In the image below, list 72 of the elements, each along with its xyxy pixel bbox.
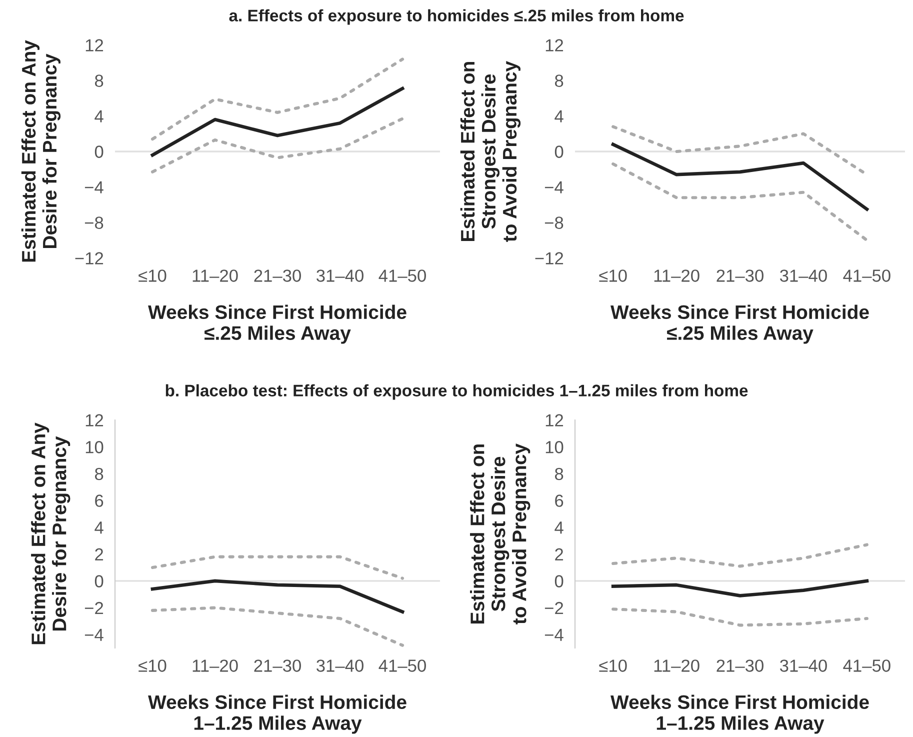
x-tick-label: 41–50: [843, 660, 890, 672]
y-axis-title: Estimated Effect on Any Desire for Pregnancy: [21, 40, 61, 262]
x-axis-title: Weeks Since First Homicide 1–1.25 Miles Away: [148, 694, 406, 734]
x-tick-label: ≤10: [138, 270, 166, 282]
y-tick-label: −8: [544, 216, 564, 229]
y-tick-label: 12: [86, 414, 104, 426]
y-tick-label: 0: [94, 575, 104, 588]
y-tick-label: −4: [84, 628, 104, 641]
x-tick-label: 21–30: [716, 270, 764, 282]
y-tick-label: 0: [554, 575, 564, 588]
line-series: [611, 579, 869, 598]
x-tick-label: 11–20: [192, 270, 238, 282]
line-series: [612, 162, 868, 242]
x-tick-label: 41–50: [378, 270, 426, 282]
line-series: [150, 58, 404, 141]
y-tick-label: 2: [95, 548, 104, 560]
y-tick-label: 4: [554, 110, 564, 122]
chart-title: a. Effects of exposure to homicides ≤.25 miles from home: [229, 9, 684, 25]
y-tick-label: 0: [554, 146, 564, 158]
x-tick-label: 41–50: [378, 660, 426, 672]
y-axis-title: Estimated Effect on Strongest Desire to Avoid Pregnancy: [460, 61, 521, 242]
x-tick-label: ≤10: [599, 270, 627, 282]
y-axis-title: Estimated Effect on Any Desire for Pregnancy: [31, 422, 70, 644]
y-tick-label: 2: [555, 548, 564, 560]
x-tick-label: 31–40: [316, 270, 364, 282]
y-tick-label: 10: [546, 440, 564, 454]
chart-title: b. Placebo test: Effects of exposure to homicides 1–1.25 miles from home: [166, 384, 748, 400]
x-tick-label: 11–20: [192, 660, 238, 672]
y-tick-label: 4: [94, 522, 104, 534]
line-series: [612, 543, 868, 568]
x-tick-label: 41–50: [843, 270, 890, 282]
y-tick-label: −2: [544, 602, 564, 614]
x-tick-label: 21–30: [254, 660, 301, 672]
y-tick-label: 8: [554, 74, 564, 87]
x-tick-label: ≤10: [138, 660, 166, 672]
line-series: [150, 579, 404, 614]
x-axis-title: Weeks Since First Homicide ≤.25 Miles Away: [610, 304, 869, 344]
y-tick-label: −4: [544, 628, 564, 641]
x-tick-label: 21–30: [716, 660, 764, 672]
y-tick-label: 12: [86, 39, 104, 52]
y-tick-label: 12: [546, 39, 564, 52]
y-tick-label: 4: [94, 110, 104, 122]
x-tick-label: 31–40: [780, 270, 827, 282]
x-tick-label: 31–40: [316, 660, 364, 672]
y-tick-label: 10: [86, 440, 104, 454]
line-series: [150, 606, 404, 647]
line-series: [611, 142, 869, 211]
y-tick-label: −8: [84, 216, 104, 229]
y-tick-label: 8: [94, 74, 104, 87]
y-tick-label: −4: [544, 181, 564, 194]
y-tick-label: 0: [94, 146, 104, 158]
x-tick-label: 11–20: [654, 270, 700, 282]
x-tick-label: 21–30: [254, 270, 301, 282]
y-tick-label: −12: [75, 252, 104, 264]
x-tick-label: 11–20: [654, 660, 700, 672]
line-series: [150, 117, 404, 174]
y-tick-label: 6: [95, 494, 104, 507]
y-tick-label: 8: [554, 468, 564, 480]
y-tick-label: 6: [555, 494, 564, 507]
y-axis-title: Estimated Effect on Strongest Desire to Avoid Pregnancy: [470, 444, 530, 624]
x-axis-title: Weeks Since First Homicide 1–1.25 Miles Away: [610, 694, 869, 734]
y-tick-label: −2: [84, 602, 104, 614]
x-tick-label: ≤10: [599, 660, 627, 672]
line-series: [612, 608, 868, 627]
x-axis-title: Weeks Since First Homicide ≤.25 Miles Away: [148, 304, 406, 344]
x-tick-label: 31–40: [780, 660, 827, 672]
y-tick-label: 12: [546, 414, 564, 426]
line-series: [150, 86, 404, 157]
y-tick-label: −4: [84, 181, 104, 194]
y-tick-label: 4: [554, 522, 564, 534]
y-tick-label: −12: [535, 252, 564, 264]
y-tick-label: 8: [94, 468, 104, 480]
